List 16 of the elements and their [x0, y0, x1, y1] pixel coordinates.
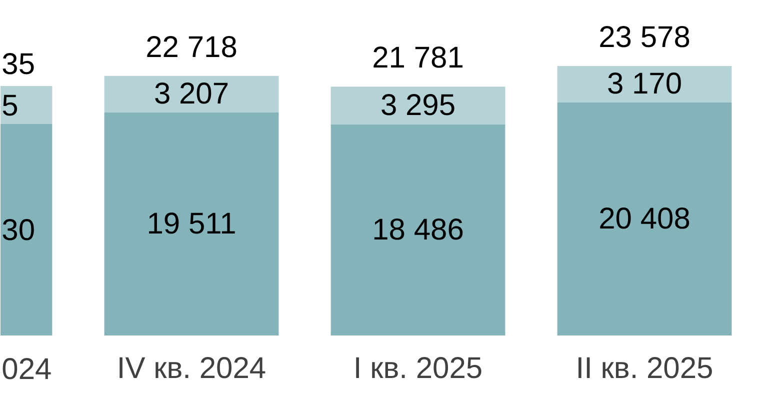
x-tick-label: I кв. 2025	[353, 352, 483, 385]
total-label: 21 781	[372, 42, 464, 75]
x-tick-label: IV кв. 2024	[116, 352, 266, 385]
total-label: 22 718	[146, 30, 238, 64]
annotation: 30	[2, 214, 36, 248]
data-label: 19 511	[146, 208, 236, 241]
annotation: 5	[2, 89, 18, 122]
data-label: 18 486	[372, 213, 464, 246]
total-label: 23 578	[598, 21, 690, 54]
data-label: 3 207	[154, 78, 230, 111]
annotation: 35	[2, 48, 36, 81]
data-label: 20 408	[598, 202, 690, 236]
x-tick-label: 024	[2, 353, 52, 386]
data-label: 3 295	[380, 88, 456, 122]
data-label: 3 170	[606, 68, 682, 101]
x-tick-label: II кв. 2025	[576, 352, 714, 385]
